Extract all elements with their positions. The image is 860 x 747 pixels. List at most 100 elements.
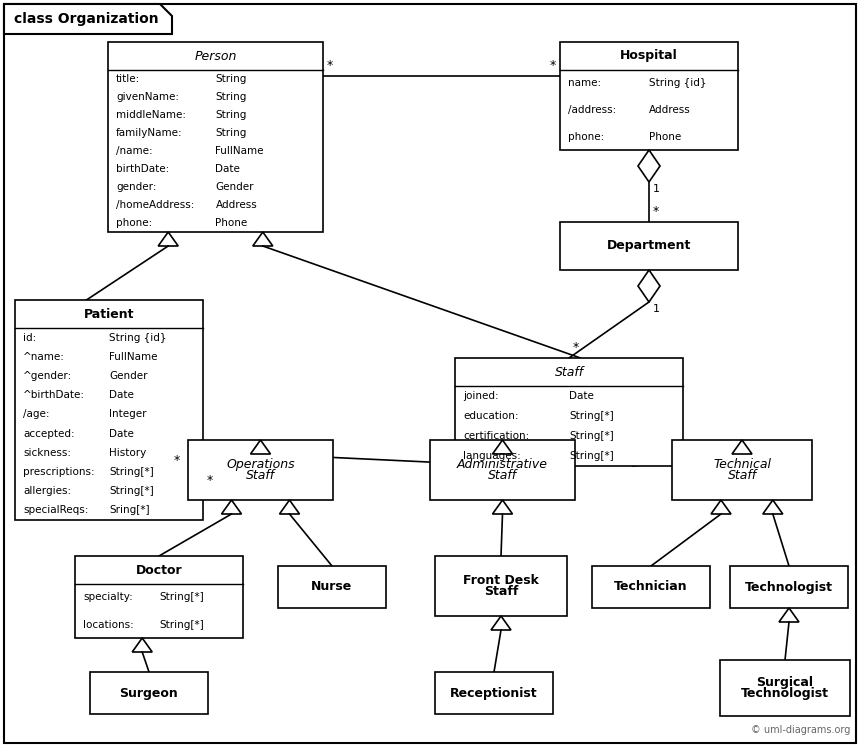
Text: *: * xyxy=(653,205,660,218)
Text: Integer: Integer xyxy=(109,409,146,419)
Bar xyxy=(435,672,553,714)
Text: Date: Date xyxy=(569,391,594,401)
Bar xyxy=(560,222,738,270)
Bar xyxy=(672,440,812,500)
Text: Staff: Staff xyxy=(246,469,275,482)
Text: allergies:: allergies: xyxy=(23,486,71,496)
Text: 1: 1 xyxy=(653,184,660,194)
Text: prescriptions:: prescriptions: xyxy=(23,467,95,477)
Text: ^name:: ^name: xyxy=(23,352,64,362)
Text: class Organization: class Organization xyxy=(14,12,158,26)
Text: *: * xyxy=(550,59,556,72)
Text: String[*]: String[*] xyxy=(569,431,614,441)
Text: Address: Address xyxy=(216,200,257,210)
Text: Date: Date xyxy=(109,429,134,438)
Text: Person: Person xyxy=(194,49,237,63)
Text: /homeAddress:: /homeAddress: xyxy=(116,200,194,210)
Bar xyxy=(435,556,567,616)
Text: Front Desk: Front Desk xyxy=(463,574,539,587)
Text: /name:: /name: xyxy=(116,146,152,156)
Bar xyxy=(188,440,333,500)
Text: Staff: Staff xyxy=(484,585,519,598)
Text: name:: name: xyxy=(568,78,601,88)
Text: String: String xyxy=(216,110,247,120)
Text: Phone: Phone xyxy=(216,218,248,228)
Bar xyxy=(15,300,203,520)
Text: Surgeon: Surgeon xyxy=(120,686,178,699)
Text: Administrative: Administrative xyxy=(457,458,548,471)
Text: Technologist: Technologist xyxy=(741,687,829,700)
Text: middleName:: middleName: xyxy=(116,110,186,120)
Text: phone:: phone: xyxy=(568,131,605,142)
Text: FullName: FullName xyxy=(109,352,157,362)
Text: Operations: Operations xyxy=(226,458,295,471)
Text: Date: Date xyxy=(216,164,241,174)
Text: Gender: Gender xyxy=(109,371,148,381)
Text: 1: 1 xyxy=(653,304,660,314)
Text: specialty:: specialty: xyxy=(83,592,132,603)
Text: specialReqs:: specialReqs: xyxy=(23,506,89,515)
Text: Surgical: Surgical xyxy=(757,676,814,689)
Text: String[*]: String[*] xyxy=(159,619,204,630)
Text: phone:: phone: xyxy=(116,218,152,228)
Text: String[*]: String[*] xyxy=(109,467,154,477)
Bar xyxy=(90,672,208,714)
Text: Phone: Phone xyxy=(649,131,681,142)
Text: title:: title: xyxy=(116,74,140,84)
Text: certification:: certification: xyxy=(463,431,529,441)
Text: History: History xyxy=(109,447,146,458)
Text: Department: Department xyxy=(607,240,691,252)
Text: Address: Address xyxy=(649,105,691,115)
Bar xyxy=(278,566,386,608)
Text: String: String xyxy=(216,92,247,102)
Text: Staff: Staff xyxy=(488,469,517,482)
Text: Gender: Gender xyxy=(216,182,254,192)
Text: String: String xyxy=(216,74,247,84)
Text: /age:: /age: xyxy=(23,409,50,419)
Text: givenName:: givenName: xyxy=(116,92,179,102)
Text: Technician: Technician xyxy=(614,580,688,594)
Text: String: String xyxy=(216,128,247,138)
Text: /address:: /address: xyxy=(568,105,617,115)
Bar xyxy=(730,566,848,608)
Bar xyxy=(560,42,738,150)
Text: Technologist: Technologist xyxy=(745,580,833,594)
Text: String {id}: String {id} xyxy=(109,332,167,343)
Text: String {id}: String {id} xyxy=(649,78,707,88)
Text: Sring[*]: Sring[*] xyxy=(109,506,150,515)
Polygon shape xyxy=(4,4,172,34)
Text: String[*]: String[*] xyxy=(569,451,614,461)
Text: familyName:: familyName: xyxy=(116,128,182,138)
Text: languages:: languages: xyxy=(463,451,521,461)
Text: locations:: locations: xyxy=(83,619,134,630)
Text: *: * xyxy=(327,59,334,72)
Text: accepted:: accepted: xyxy=(23,429,75,438)
Text: birthDate:: birthDate: xyxy=(116,164,169,174)
Bar xyxy=(592,566,710,608)
Text: String[*]: String[*] xyxy=(109,486,154,496)
Text: Doctor: Doctor xyxy=(136,563,182,577)
Text: String[*]: String[*] xyxy=(159,592,204,603)
Text: String[*]: String[*] xyxy=(569,411,614,421)
Text: joined:: joined: xyxy=(463,391,499,401)
Text: Technical: Technical xyxy=(713,458,771,471)
Text: id:: id: xyxy=(23,332,36,343)
Text: Receptionist: Receptionist xyxy=(450,686,538,699)
Text: sickness:: sickness: xyxy=(23,447,71,458)
Text: Date: Date xyxy=(109,390,134,400)
Text: *: * xyxy=(573,341,580,354)
Text: gender:: gender: xyxy=(116,182,157,192)
Text: *: * xyxy=(174,454,180,467)
Text: Staff: Staff xyxy=(728,469,757,482)
Text: ^birthDate:: ^birthDate: xyxy=(23,390,85,400)
Text: *: * xyxy=(207,474,213,487)
Text: Nurse: Nurse xyxy=(311,580,353,594)
Text: Hospital: Hospital xyxy=(620,49,678,63)
Bar xyxy=(108,42,323,232)
Text: education:: education: xyxy=(463,411,519,421)
Bar xyxy=(720,660,850,716)
Bar xyxy=(75,556,243,638)
Text: © uml-diagrams.org: © uml-diagrams.org xyxy=(751,725,850,735)
Bar xyxy=(430,440,575,500)
Text: Patient: Patient xyxy=(83,308,134,320)
